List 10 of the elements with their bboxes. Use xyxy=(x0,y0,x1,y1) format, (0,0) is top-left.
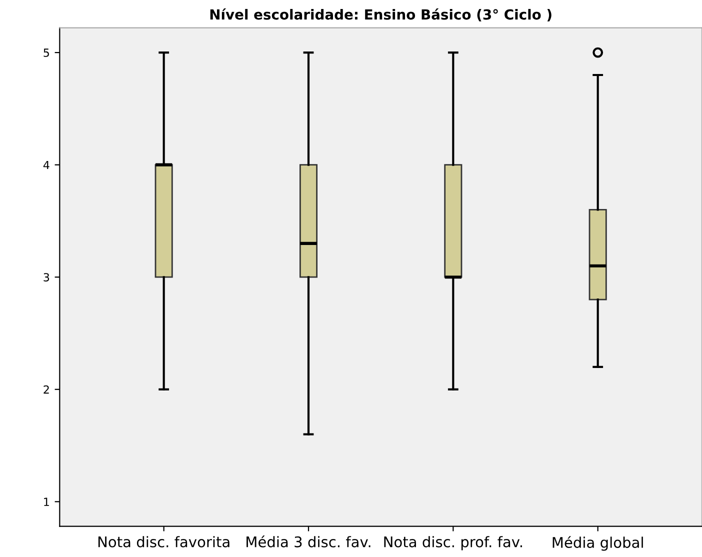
x-tick-label: Nota disc. prof. fav. xyxy=(384,536,522,550)
x-tick-label: Média 3 disc. fav. xyxy=(246,536,370,548)
y-tick-label: 2 xyxy=(44,385,49,394)
chart-title: Nível escolaridade: Ensino Básico (3° Ciclo ) xyxy=(210,8,552,22)
y-tick-label: 1 xyxy=(44,498,49,506)
x-tick-label: Média global xyxy=(552,536,643,551)
x-tick-label: Nota disc. favorita xyxy=(98,536,230,548)
y-tick-label: 4 xyxy=(43,160,50,170)
y-tick-label: 5 xyxy=(44,48,49,57)
y-tick-label: 3 xyxy=(44,273,50,282)
